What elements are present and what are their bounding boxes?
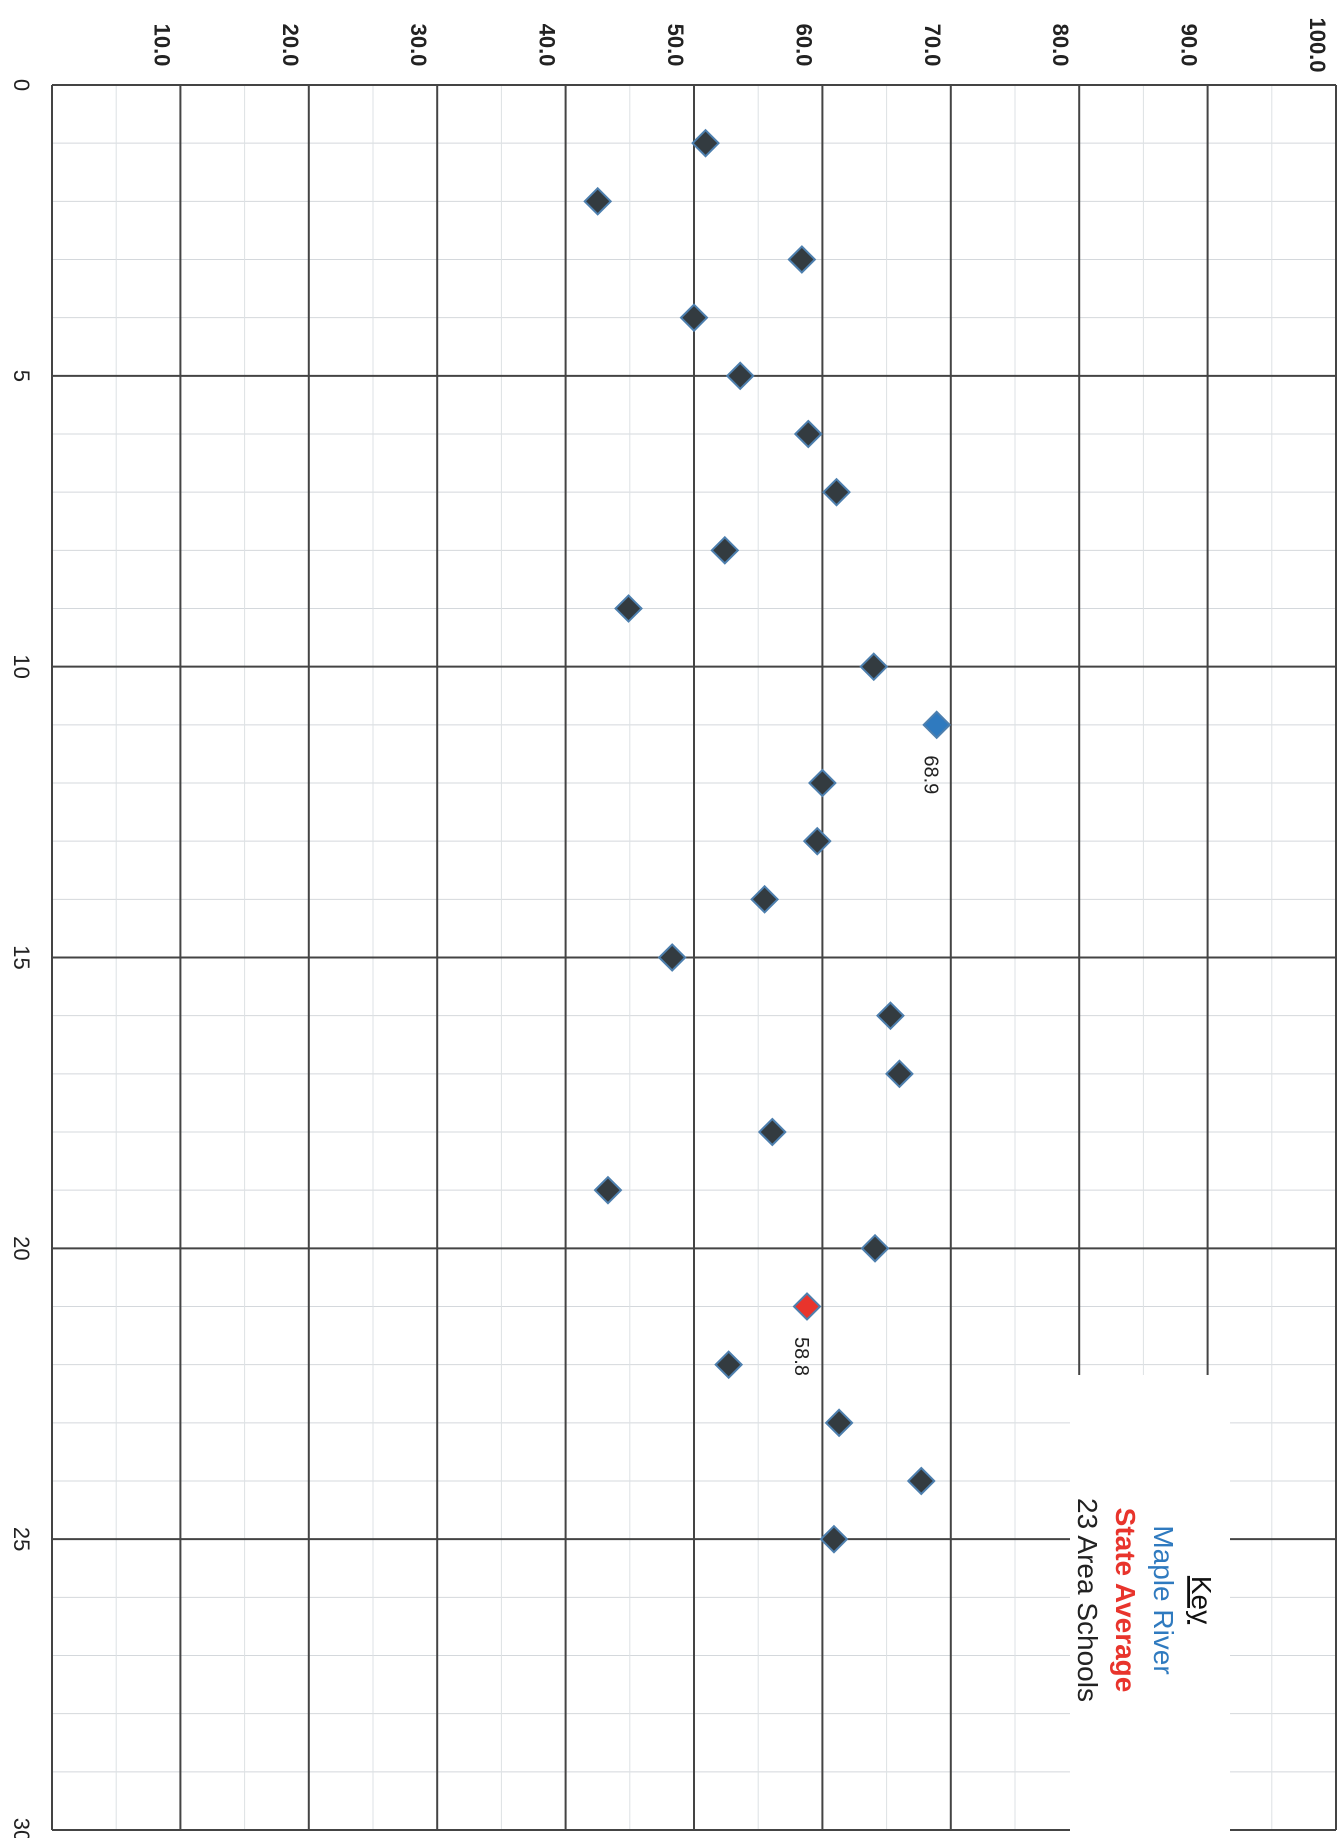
data-point [787, 245, 817, 274]
legend-entry: Maple River [1148, 1525, 1179, 1674]
y-tick-label: 90.0 [1177, 24, 1202, 67]
y-tick-label: 30.0 [406, 24, 431, 67]
x-tick-label: 15 [9, 945, 34, 969]
y-tick-label: 40.0 [535, 24, 560, 67]
data-point [859, 652, 889, 682]
data-point [725, 361, 755, 391]
legend-box [1070, 1375, 1230, 1838]
data-point [679, 303, 709, 333]
data-point [885, 1059, 914, 1089]
data-point [906, 1466, 936, 1496]
y-tick-label: 10.0 [149, 24, 174, 67]
data-point [757, 1117, 787, 1147]
data-points: 68.9 58.8 [583, 128, 952, 1554]
y-tick-label: 20.0 [278, 24, 303, 67]
data-point [593, 1175, 623, 1205]
legend-title: Key [1186, 1576, 1217, 1624]
data-point [793, 419, 823, 449]
data-point [824, 1408, 854, 1438]
y-tick-label: 60.0 [791, 24, 816, 67]
x-tick-label: 25 [9, 1527, 34, 1551]
data-point [922, 710, 952, 740]
x-tick-label: 30 [9, 1818, 34, 1838]
y-tick-label: 80.0 [1048, 24, 1073, 67]
legend-entry: 23 Area Schools [1072, 1498, 1103, 1702]
data-point [714, 1350, 744, 1380]
data-label: 58.8 [790, 1337, 812, 1376]
legend-entry: State Average [1110, 1508, 1141, 1693]
data-point [822, 477, 851, 507]
x-axis-ticks: 0 5 10 15 20 25 30 [9, 79, 34, 1838]
data-point [691, 128, 720, 158]
x-tick-label: 20 [9, 1236, 34, 1260]
y-axis-ticks: 10.0 20.0 30.0 40.0 50.0 60.0 70.0 80.0 90.0 100.… [149, 17, 1330, 72]
data-point [710, 535, 740, 565]
data-point [792, 1292, 822, 1321]
x-tick-label: 5 [9, 370, 34, 382]
x-tick-label: 10 [9, 654, 34, 678]
x-tick-label: 0 [9, 79, 34, 91]
data-point [876, 1001, 905, 1031]
data-point [750, 884, 780, 914]
y-tick-label: 50.0 [663, 24, 688, 67]
data-point [583, 186, 613, 216]
data-point [614, 594, 643, 623]
data-point [802, 826, 832, 856]
y-tick-label: 70.0 [920, 24, 945, 67]
data-point [860, 1233, 890, 1263]
data-point [807, 768, 837, 798]
y-tick-label: 100.0 [1305, 17, 1330, 72]
data-label: 68.9 [920, 755, 942, 794]
data-point [819, 1524, 849, 1554]
data-point [657, 943, 687, 972]
